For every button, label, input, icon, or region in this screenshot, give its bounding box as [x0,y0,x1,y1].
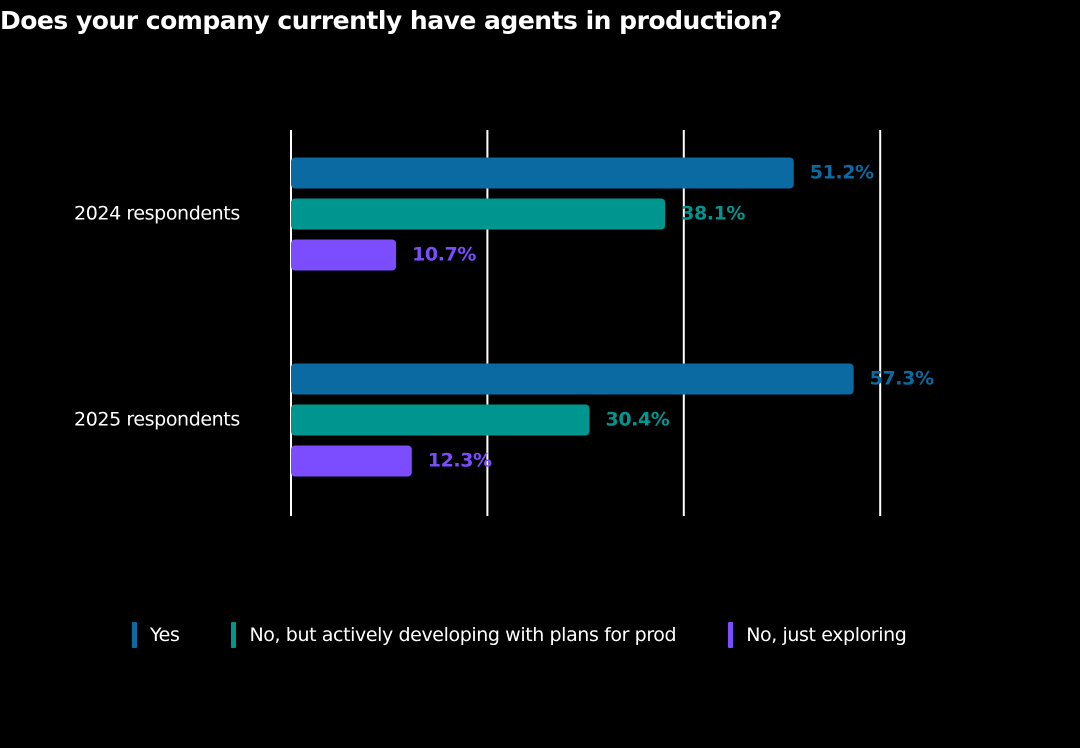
data-label-0-1: 57.3% [870,368,934,390]
legend-swatch-yes [132,622,137,648]
legend-label-exploring: No, just exploring [746,624,907,646]
bar-1-1 [291,404,590,436]
data-label-2-0: 10.7% [412,244,476,266]
legend-item-exploring: No, just exploring [728,622,907,648]
legend: Yes No, but actively developing with pla… [132,622,907,648]
data-label-0-0: 51.2% [810,162,874,184]
bar-2-0 [291,239,397,271]
legend-swatch-developing [231,622,237,648]
bar-0-1 [291,363,854,395]
legend-swatch-exploring [728,622,734,648]
category-label-1: 2025 respondents [74,409,240,431]
legend-item-developing: No, but actively developing with plans f… [231,622,677,648]
data-label-2-1: 12.3% [428,450,492,472]
legend-label-yes: Yes [150,624,180,646]
data-label-1-1: 30.4% [606,409,670,431]
bar-0-0 [291,157,794,189]
bar-2-1 [291,445,412,477]
chart-title: Does your company currently have agents … [0,6,782,35]
category-label-0: 2024 respondents [74,203,240,225]
legend-label-developing: No, but actively developing with plans f… [249,624,677,646]
data-label-1-0: 38.1% [681,203,745,225]
bar-1-0 [291,198,666,230]
legend-item-yes: Yes [132,622,180,648]
